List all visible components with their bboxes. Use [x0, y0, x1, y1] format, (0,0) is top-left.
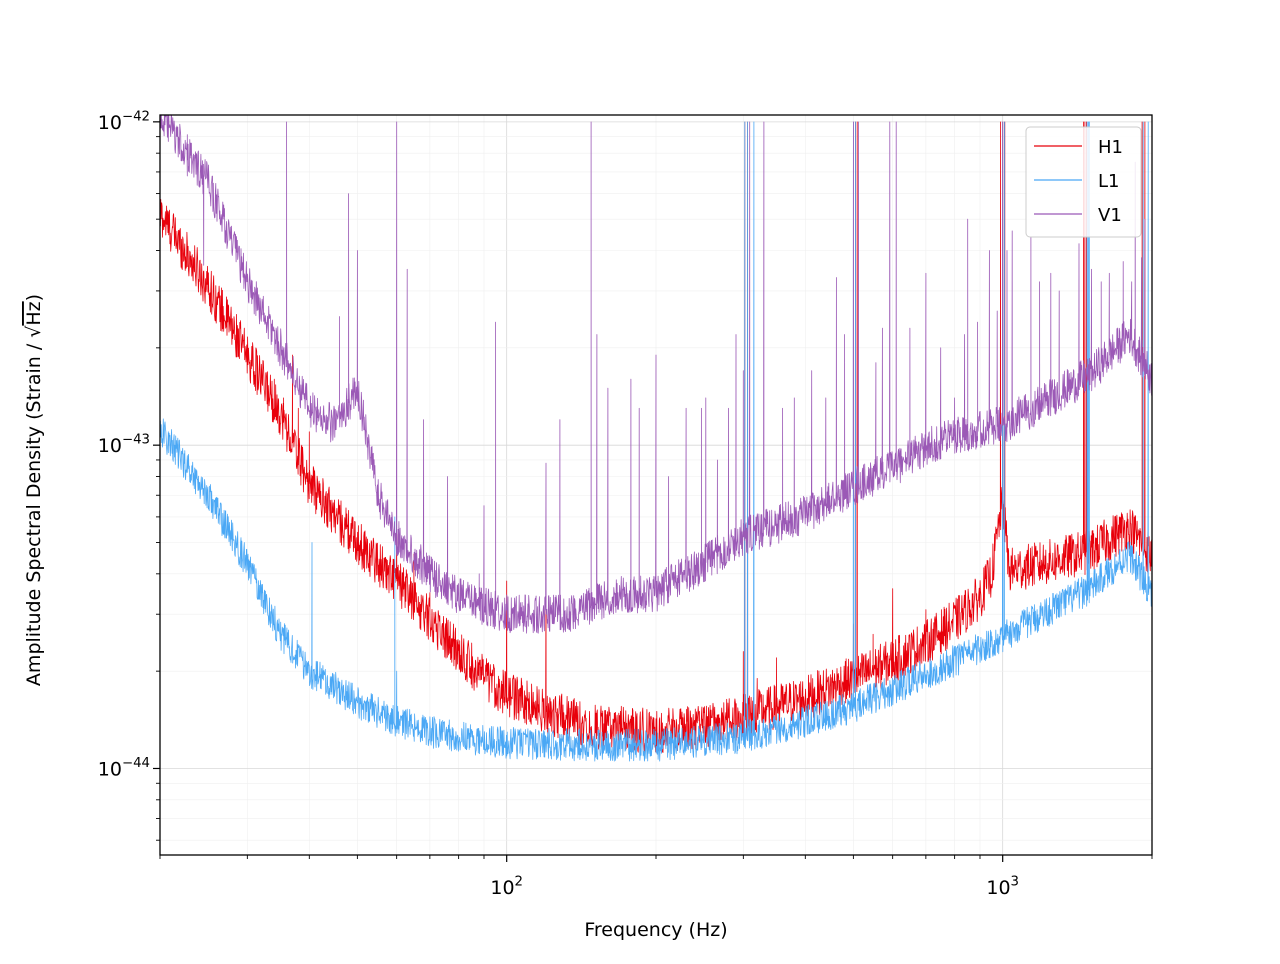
- y-tick-label: 10−43: [98, 433, 150, 458]
- y-tick-label-exponent: −42: [122, 109, 150, 124]
- y-tick-label-base: 10: [98, 758, 122, 780]
- x-tick-label: 102: [490, 874, 523, 899]
- y-axis-label-text: Amplitude Spectral Density (Strain / √Hz…: [23, 294, 45, 686]
- y-tick-label: 10−44: [98, 756, 150, 781]
- legend-label-v1: V1: [1098, 205, 1122, 226]
- legend-label-l1: L1: [1098, 171, 1119, 192]
- x-tick-label-base: 10: [986, 877, 1010, 899]
- y-label-suffix: ): [23, 294, 45, 301]
- series-group: [160, 115, 1152, 762]
- y-label-prefix: Amplitude Spectral Density (Strain /: [23, 338, 45, 686]
- y-tick-label-base: 10: [98, 112, 122, 134]
- legend-label-h1: H1: [1098, 137, 1123, 158]
- sqrt-sign: √: [23, 325, 45, 338]
- y-tick-label-base: 10: [98, 435, 122, 457]
- y-tick-label-exponent: −44: [122, 756, 150, 771]
- series-line-v1: [160, 115, 1152, 634]
- x-tick-label: 103: [986, 874, 1019, 899]
- y-tick-label: 10−42: [98, 109, 150, 134]
- legend: H1 L1 V1: [1025, 126, 1142, 238]
- y-tick-label-exponent: −43: [122, 433, 150, 448]
- x-tick-label-exponent: 2: [515, 874, 523, 889]
- series-line-l1: [160, 121, 1152, 762]
- y-axis-label: Amplitude Spectral Density (Strain / √Hz…: [23, 294, 45, 686]
- x-axis-label: Frequency (Hz): [584, 919, 727, 941]
- x-tick-label-base: 10: [490, 877, 514, 899]
- legend-box: [1025, 126, 1142, 238]
- x-tick-label-exponent: 3: [1011, 874, 1019, 889]
- y-label-root: Hz: [23, 301, 45, 325]
